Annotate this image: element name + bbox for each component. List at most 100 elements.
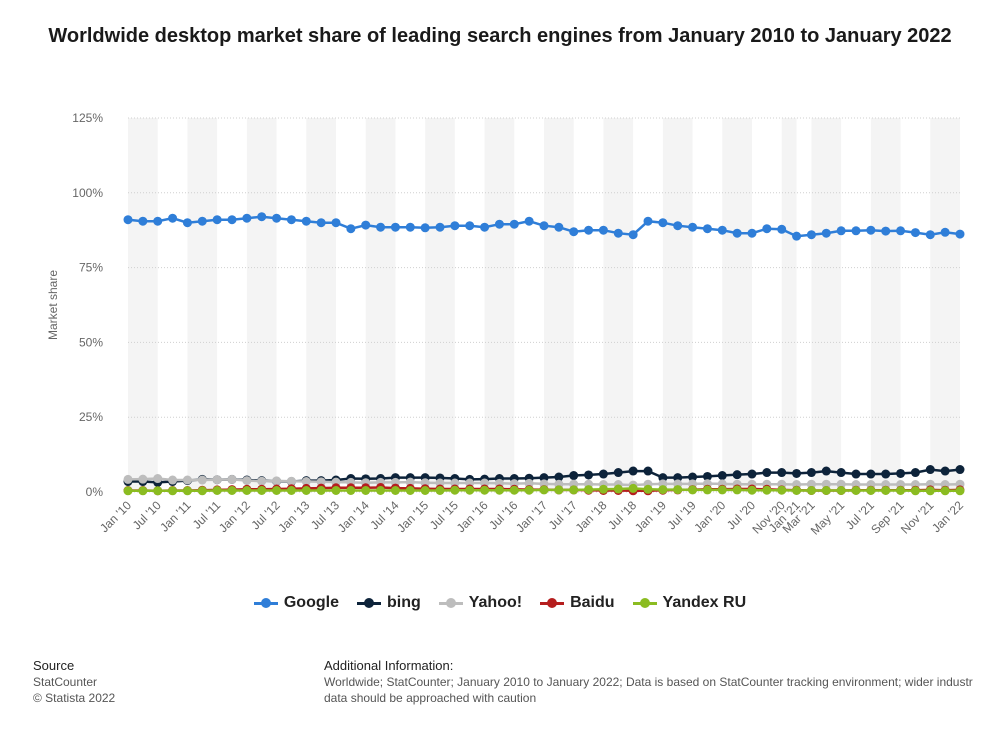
data-point-yandex-ru — [242, 486, 252, 496]
data-point-yandex-ru — [569, 485, 579, 495]
plot-band — [603, 118, 634, 492]
data-point-google — [836, 226, 846, 236]
data-point-yandex-ru — [658, 485, 668, 495]
legend-marker — [356, 597, 381, 609]
data-point-bing — [777, 468, 787, 478]
data-point-google — [480, 222, 490, 232]
x-tick-label: Nov '21 — [898, 498, 937, 537]
data-point-yandex-ru — [717, 485, 727, 495]
data-point-bing — [584, 470, 594, 480]
y-axis-label: Market share — [46, 270, 60, 340]
data-point-google — [242, 213, 252, 223]
legend-label: Yahoo! — [468, 594, 523, 611]
data-point-google — [955, 229, 965, 239]
data-point-yandex-ru — [197, 486, 207, 496]
data-point-bing — [821, 466, 831, 476]
data-point-google — [598, 225, 608, 235]
data-point-google — [524, 216, 534, 226]
legend-marker — [632, 597, 657, 609]
data-point-google — [554, 222, 564, 232]
x-tick-label: Jan '22 — [929, 498, 966, 535]
data-point-yandex-ru — [881, 486, 891, 496]
data-point-yandex-ru — [613, 484, 623, 494]
x-tick-label: Jan '19 — [632, 498, 669, 535]
legend-label: Google — [283, 594, 339, 611]
data-point-yahoo- — [272, 476, 282, 486]
data-point-google — [673, 221, 683, 231]
plot-band — [246, 118, 277, 492]
data-point-google — [257, 212, 267, 222]
data-point-bing — [673, 473, 683, 483]
chart-legend: Google bing Yahoo! Baidu Yandex RU — [0, 594, 1000, 612]
data-point-yandex-ru — [123, 486, 133, 496]
legend-marker — [540, 597, 565, 609]
data-point-bing — [717, 471, 727, 481]
data-point-yandex-ru — [450, 485, 460, 495]
data-point-google — [331, 218, 341, 228]
data-point-yandex-ru — [524, 485, 534, 495]
data-point-google — [153, 216, 163, 226]
data-point-yandex-ru — [494, 485, 504, 495]
data-point-yandex-ru — [554, 485, 564, 495]
y-tick-label: 25% — [79, 410, 103, 424]
plot-band — [187, 118, 218, 492]
data-point-bing — [598, 469, 608, 479]
data-point-yandex-ru — [331, 486, 341, 496]
plot-band — [930, 118, 960, 492]
data-point-bing — [554, 472, 564, 482]
data-point-google — [227, 215, 237, 225]
legend-item[interactable]: bing — [356, 594, 421, 612]
data-point-google — [732, 228, 742, 238]
data-point-google — [777, 224, 787, 234]
data-point-google — [197, 216, 207, 226]
legend-item[interactable]: Yahoo! — [438, 594, 523, 612]
data-point-yahoo- — [197, 475, 207, 485]
legend-label: Yandex RU — [662, 594, 747, 611]
data-point-bing — [569, 471, 579, 481]
chart-title: Worldwide desktop market share of leadin… — [48, 25, 952, 47]
data-point-bing — [940, 466, 950, 476]
data-point-yandex-ru — [480, 485, 490, 495]
data-point-yahoo- — [524, 478, 534, 488]
additional-info-line-1: Worldwide; StatCounter; January 2010 to … — [324, 675, 973, 689]
data-point-yahoo- — [286, 476, 296, 486]
data-point-bing — [955, 465, 965, 475]
plot-band — [870, 118, 901, 492]
data-point-google — [881, 226, 891, 236]
data-point-yandex-ru — [346, 486, 356, 496]
data-point-google — [138, 216, 148, 226]
data-point-google — [569, 227, 579, 237]
data-point-google — [910, 228, 920, 238]
legend-label: Baidu — [570, 594, 615, 611]
data-point-yandex-ru — [153, 486, 163, 496]
data-point-bing — [806, 468, 816, 478]
legend-item[interactable]: Google — [253, 594, 339, 612]
data-point-yandex-ru — [940, 486, 950, 496]
data-point-yandex-ru — [821, 486, 831, 496]
data-point-google — [896, 226, 906, 236]
data-point-bing — [702, 471, 712, 481]
plot-band — [544, 118, 574, 492]
y-tick-label: 75% — [79, 261, 103, 275]
data-point-yandex-ru — [227, 486, 237, 496]
source-name[interactable]: StatCounter — [33, 675, 98, 689]
plot-band — [811, 118, 842, 492]
plot-band — [722, 118, 752, 492]
data-point-yandex-ru — [584, 485, 594, 495]
y-tick-label: 125% — [72, 111, 103, 125]
plot-band — [425, 118, 455, 492]
legend-item[interactable]: Baidu — [540, 594, 615, 612]
data-point-yandex-ru — [390, 486, 400, 496]
data-point-bing — [896, 468, 906, 478]
data-point-yahoo- — [806, 479, 816, 489]
data-point-google — [643, 216, 653, 226]
y-tick-label: 0% — [86, 485, 104, 499]
data-point-yahoo- — [405, 477, 415, 487]
data-point-bing — [613, 468, 623, 478]
data-point-yandex-ru — [910, 486, 920, 496]
x-tick-label: Jan '15 — [394, 498, 431, 535]
data-point-google — [405, 222, 415, 232]
data-point-yandex-ru — [272, 486, 282, 496]
legend-item[interactable]: Yandex RU — [632, 594, 747, 612]
x-tick-label: Jan '10 — [97, 498, 134, 535]
